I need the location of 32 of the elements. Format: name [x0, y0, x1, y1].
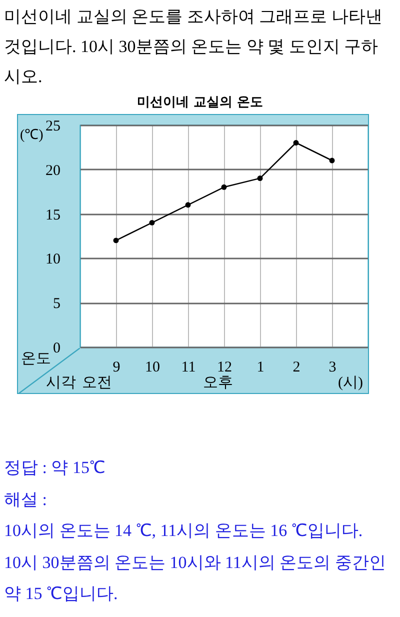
- y-axis-title: 온도: [21, 350, 51, 368]
- point: [329, 158, 335, 164]
- text: 10시 30분쯤의 온도는 10시와 11시의 온도의 중간인 약 15 ℃입니다.: [4, 552, 387, 605]
- point: [149, 220, 155, 226]
- text: 오전: [82, 374, 112, 392]
- y-tick-label: 15: [46, 207, 60, 224]
- text: 미선이네 교실의 온도를 조사하여 그래프로 나타낸 것입니다. 10시 30분쯤의 온도는 약 몇 도인지 구하시오.: [4, 6, 384, 88]
- x-tick-label: 1: [256, 360, 264, 376]
- text: 10시의 온도는 14 ℃, 11시의 온도는 16 ℃입니다.: [4, 520, 364, 542]
- text: 정답 : 약 15℃: [4, 457, 106, 479]
- point: [257, 176, 263, 182]
- y-tick-label: 25: [46, 118, 60, 134]
- x-tick-label: 10: [145, 360, 160, 376]
- point: [185, 202, 191, 208]
- y-tick-label: 5: [53, 296, 60, 312]
- text: 오후: [203, 375, 233, 391]
- x-tick-label: 3: [328, 360, 336, 376]
- y-tick-label: 0: [53, 340, 60, 356]
- point: [113, 238, 119, 244]
- point: [221, 184, 227, 190]
- text: (℃): [20, 127, 44, 144]
- chart-title: 미선이네 교실의 온도: [136, 94, 264, 111]
- text: (시): [338, 374, 363, 392]
- text: 해설 :: [4, 488, 48, 510]
- x-tick-label: 9: [112, 360, 120, 376]
- point: [293, 140, 299, 146]
- x-tick-label: 12: [217, 360, 232, 376]
- y-tick-label: 20: [46, 162, 60, 179]
- y-tick-label: 10: [46, 252, 60, 268]
- x-axis-title: 시각: [46, 374, 76, 392]
- x-tick-label: 2: [292, 360, 300, 376]
- x-tick-label: 11: [181, 360, 196, 376]
